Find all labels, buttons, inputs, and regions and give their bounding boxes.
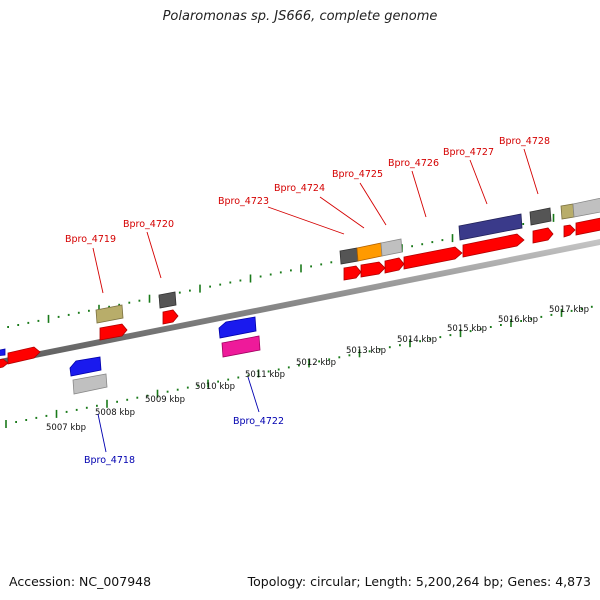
gene-feature-navy[interactable]: [458, 213, 523, 241]
gene-feature-gray[interactable]: [380, 238, 403, 257]
cds-arrow[interactable]: [162, 309, 179, 325]
gene-feature-orange[interactable]: [356, 242, 383, 262]
cds-arrow[interactable]: [532, 227, 554, 244]
label-leader-lines: [92, 148, 539, 453]
cds-arrow[interactable]: [462, 233, 525, 258]
gene-feature-blue[interactable]: [218, 316, 257, 339]
map-title: Polaromonas sp. JS666, complete genome: [162, 9, 438, 24]
gene-label-bpro-4726[interactable]: Bpro_4726: [388, 158, 439, 169]
cds-arrow[interactable]: [7, 346, 41, 365]
gene-label-bpro-4723[interactable]: Bpro_4723: [218, 196, 269, 207]
cds-arrow[interactable]: [99, 323, 128, 341]
kbp-label-5009: 5009 kbp: [145, 395, 185, 405]
genome-summary-label: Topology: circular; Length: 5,200,264 bp…: [247, 574, 591, 589]
cds-arrow[interactable]: [403, 246, 463, 270]
kbp-label-5016: 5016 kbp: [498, 315, 538, 325]
gene-label-bpro-4722[interactable]: Bpro_4722: [233, 416, 284, 427]
gene-feature-gray[interactable]: [72, 373, 108, 395]
gene-label-bpro-4718[interactable]: Bpro_4718: [84, 455, 135, 466]
gene-label-bpro-4719[interactable]: Bpro_4719: [65, 234, 116, 245]
gene-feature-gray[interactable]: [572, 197, 600, 218]
gene-feature-olive[interactable]: [95, 304, 124, 324]
cds-arrow[interactable]: [384, 257, 405, 274]
gene-feature-dark-gray[interactable]: [339, 247, 359, 265]
kbp-label-5010: 5010 kbp: [195, 382, 235, 392]
gene-label-bpro-4727[interactable]: Bpro_4727: [443, 147, 494, 158]
cds-arrow[interactable]: [575, 217, 600, 236]
kbp-label-5015: 5015 kbp: [447, 324, 487, 334]
genome-backbone: [0, 239, 600, 365]
cds-arrow[interactable]: [343, 265, 362, 281]
accession-label: Accession: NC_007948: [9, 574, 152, 589]
gene-feature-dark-gray[interactable]: [529, 207, 552, 226]
gene-label-bpro-4720[interactable]: Bpro_4720: [123, 219, 174, 230]
gene-label-bpro-4728[interactable]: Bpro_4728: [499, 136, 550, 147]
kbp-label-5014: 5014 kbp: [397, 335, 437, 345]
kbp-label-5008: 5008 kbp: [95, 408, 135, 418]
cds-arrow[interactable]: [360, 261, 386, 278]
reverse-tick-row: [5, 305, 593, 428]
gene-feature-olive[interactable]: [560, 203, 575, 220]
gene-labels: Bpro_4719 Bpro_4720 Bpro_4723 Bpro_4724 …: [65, 136, 550, 466]
gene-label-bpro-4724[interactable]: Bpro_4724: [274, 183, 325, 194]
cds-arrow[interactable]: [0, 358, 9, 369]
kbp-label-5013: 5013 kbp: [346, 346, 386, 356]
cds-arrow[interactable]: [563, 224, 576, 238]
gene-feature-dark-gray[interactable]: [158, 291, 177, 309]
cds-arrow[interactable]: [0, 348, 6, 356]
kbp-label-5017: 5017 kbp: [549, 305, 589, 315]
features: [0, 197, 600, 395]
gene-feature-blue[interactable]: [69, 356, 102, 377]
gene-label-bpro-4725[interactable]: Bpro_4725: [332, 169, 383, 180]
kbp-label-5007: 5007 kbp: [46, 423, 86, 433]
gene-feature-magenta[interactable]: [221, 335, 261, 358]
kbp-label-5011: 5011 kbp: [245, 370, 285, 380]
kbp-label-5012: 5012 kbp: [296, 358, 336, 368]
kbp-labels: 5007 kbp 5008 kbp 5009 kbp 5010 kbp 5011…: [46, 305, 589, 433]
